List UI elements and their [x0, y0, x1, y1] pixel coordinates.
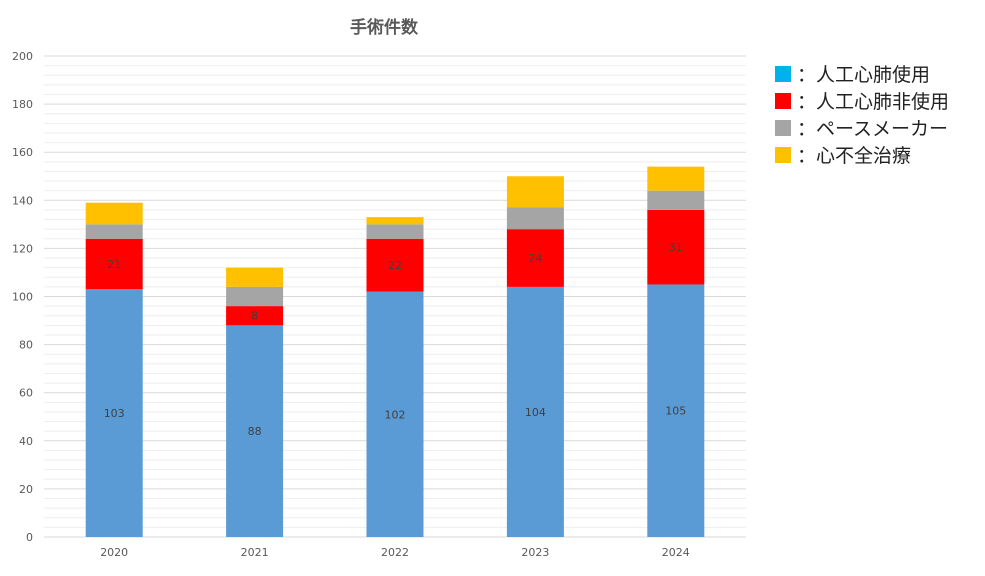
bar-segment	[366, 224, 424, 239]
data-label: 88	[248, 425, 262, 438]
legend-swatch	[775, 92, 791, 109]
y-tick-label: 160	[12, 146, 33, 159]
y-tick-label: 40	[19, 435, 33, 448]
y-tick-label: 120	[12, 242, 33, 255]
bar-segment	[366, 238, 424, 292]
bar-segment	[366, 291, 424, 537]
bar-segment	[85, 238, 143, 290]
bar-segment	[647, 209, 705, 285]
x-tick-label: 2023	[521, 546, 549, 559]
y-axis: 0 20 40 60 80 100 120 140 160 180 200	[12, 50, 33, 544]
data-label: 103	[104, 407, 125, 420]
bar-segment	[506, 286, 564, 537]
legend-item-pacemaker: ：ペースメーカー	[775, 114, 949, 141]
bars	[85, 166, 705, 537]
legend-swatch	[775, 146, 791, 163]
y-tick-label: 180	[12, 98, 33, 111]
bar-segment	[647, 166, 705, 191]
data-label: 8	[251, 310, 258, 323]
data-label: 24	[528, 252, 542, 265]
x-tick-label: 2021	[241, 546, 269, 559]
legend-label: ：心不全治療	[797, 145, 912, 167]
bar-segment	[226, 306, 284, 326]
legend-label: ：ペースメーカー	[797, 118, 949, 140]
bar-segment	[366, 217, 424, 225]
chart-title: 手術件数	[350, 17, 419, 38]
bar-segment	[647, 190, 705, 210]
data-label: 31	[669, 241, 683, 254]
x-tick-label: 2020	[100, 546, 128, 559]
legend-item-non-cpb: ：人工心肺非使用	[775, 87, 949, 114]
legend-item-cpb: ：人工心肺使用	[775, 60, 949, 87]
bar-segment	[85, 289, 143, 537]
data-label: 102	[385, 408, 406, 421]
x-tick-label: 2024	[662, 546, 690, 559]
legend-label: ：人工心肺使用	[797, 64, 931, 86]
y-tick-label: 20	[19, 483, 33, 496]
bar-segment	[506, 176, 564, 208]
bar-segment	[85, 202, 143, 225]
bar-segment	[226, 325, 284, 537]
bar-segment	[506, 229, 564, 287]
y-tick-label: 100	[12, 291, 33, 304]
bar-segment	[506, 207, 564, 230]
y-tick-label: 80	[19, 339, 33, 352]
data-label: 22	[388, 259, 402, 272]
x-tick-label: 2022	[381, 546, 409, 559]
legend: ：人工心肺使用 ：人工心肺非使用 ：ペースメーカー ：心不全治療	[775, 60, 949, 168]
bar-segment	[226, 267, 284, 287]
data-label: 105	[665, 405, 686, 418]
legend-swatch	[775, 65, 791, 82]
data-label: 104	[525, 406, 546, 419]
legend-swatch	[775, 119, 791, 136]
bar-segment	[85, 224, 143, 239]
bar-segment	[647, 284, 705, 537]
legend-label: ：人工心肺非使用	[797, 91, 950, 113]
bar-segment	[226, 286, 284, 307]
y-tick-label: 140	[12, 194, 33, 207]
legend-item-heart-failure: ：心不全治療	[775, 141, 949, 168]
y-tick-label: 0	[26, 531, 33, 544]
data-label: 21	[107, 258, 121, 271]
y-tick-label: 60	[19, 387, 33, 400]
y-tick-label: 200	[12, 50, 33, 63]
x-axis: 2020 2021 2022 2023 2024	[100, 546, 690, 559]
